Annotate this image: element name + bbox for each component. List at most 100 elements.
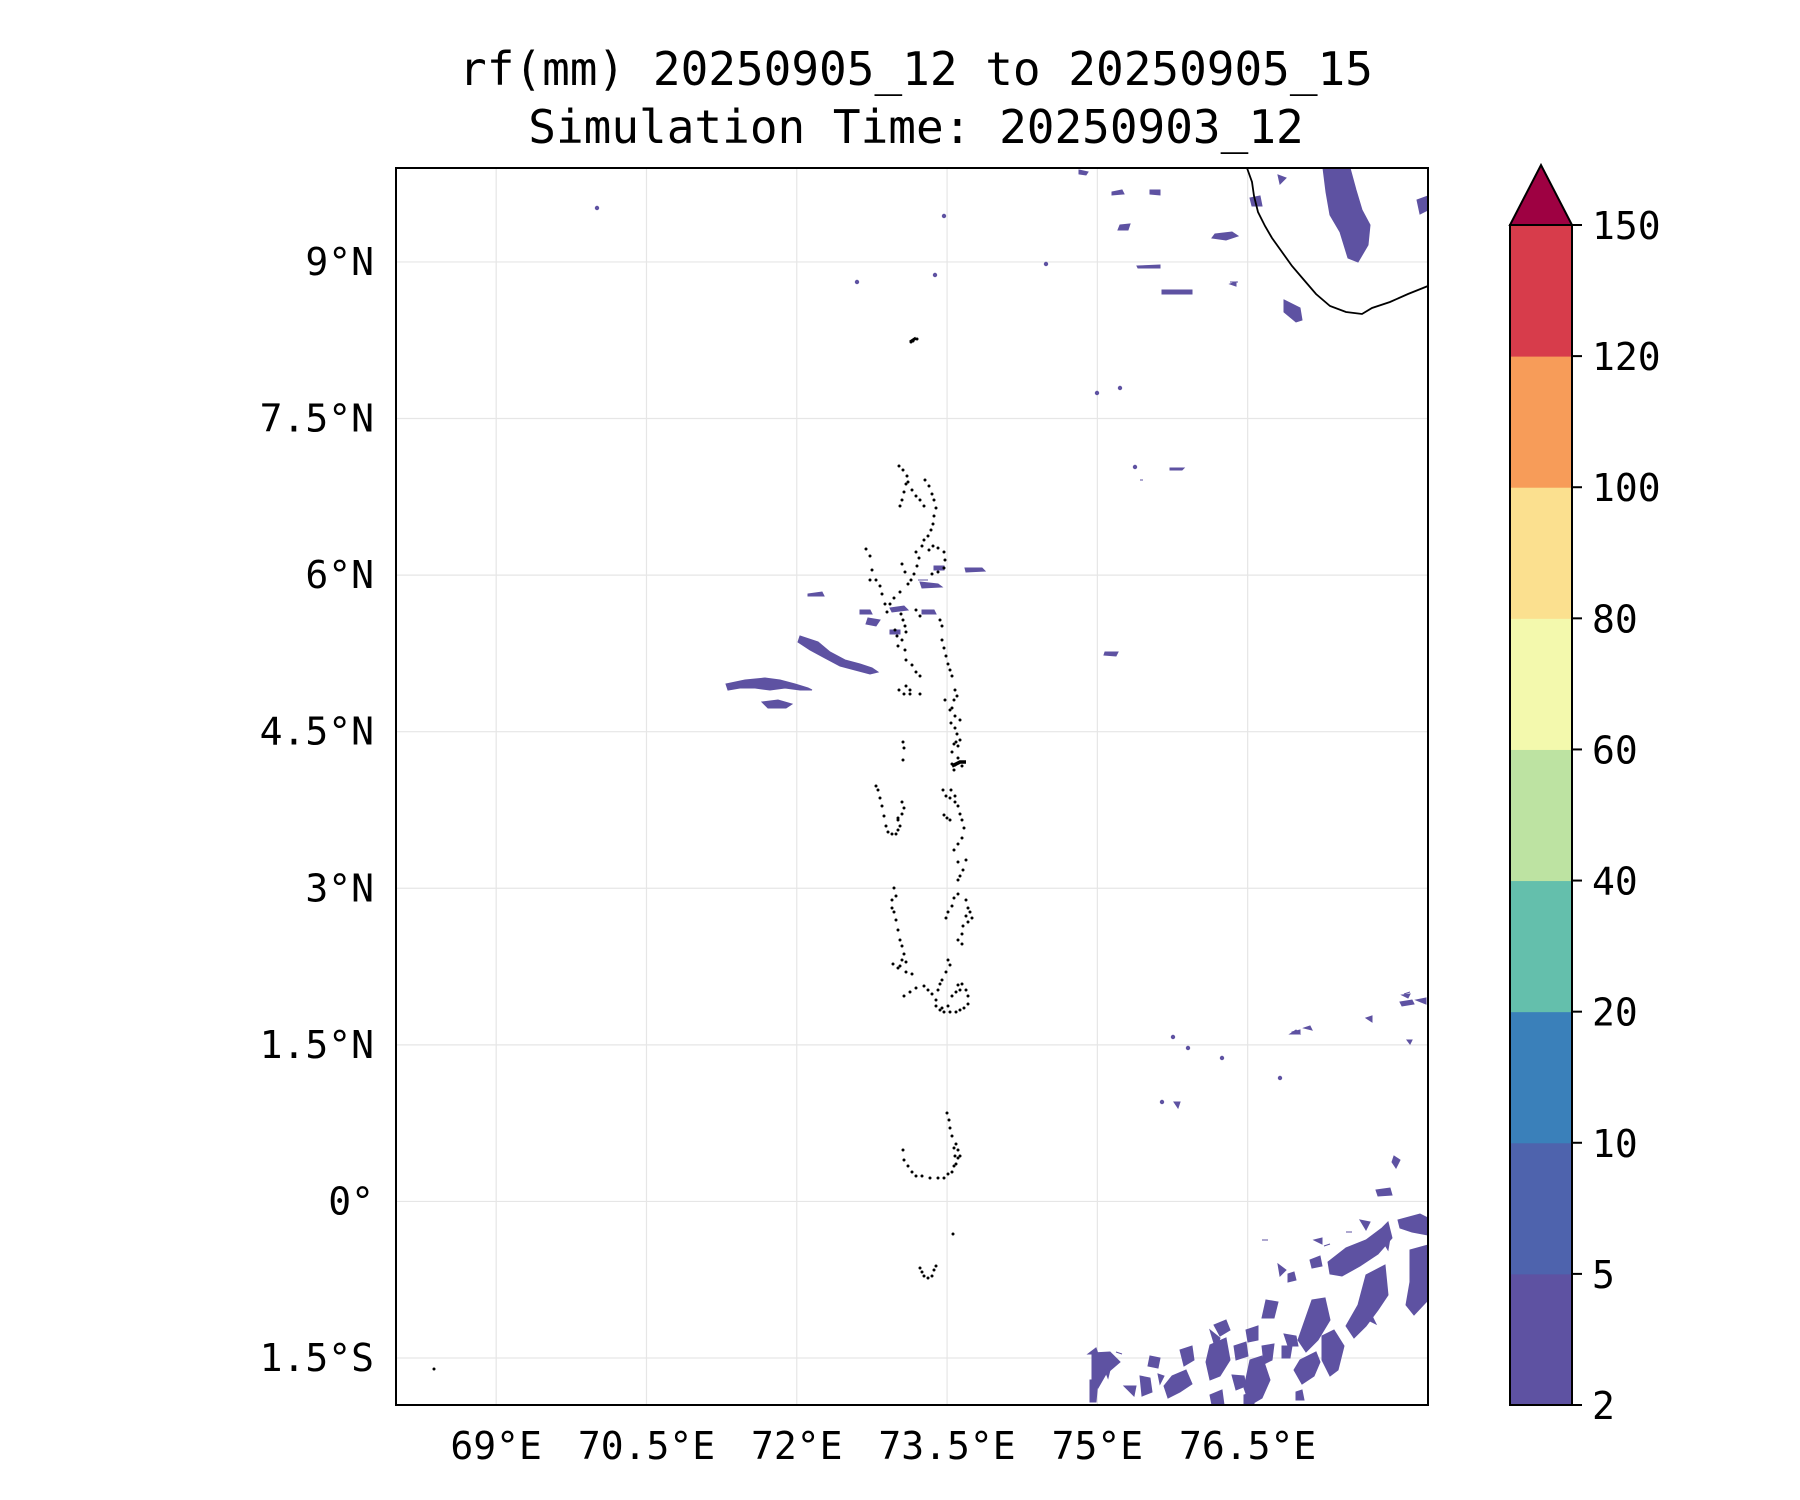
island-dot (922, 1274, 926, 1278)
island-dot (932, 514, 936, 518)
island-dot (895, 634, 899, 638)
rainfall-patch (1161, 289, 1193, 295)
island-dot (964, 898, 968, 902)
rainfall-patch (1321, 1329, 1345, 1377)
island-dot (960, 818, 964, 822)
island-dot (960, 932, 964, 936)
island-dot (902, 806, 906, 810)
island-dot (914, 550, 918, 554)
island-dot (942, 566, 946, 570)
rainfall-patch (1364, 1015, 1373, 1023)
rainfall-patch (1375, 1187, 1393, 1197)
rainfall-patch (1086, 1347, 1099, 1355)
rainfall-patch (933, 565, 945, 571)
island-dot (901, 1148, 905, 1152)
colorbar-label: 150 (1592, 204, 1661, 248)
rainfall-patch (1391, 1155, 1401, 1169)
island-dot (958, 738, 962, 742)
island-dot (960, 836, 964, 840)
island-dot (896, 828, 900, 832)
island-dot (966, 1002, 970, 1006)
island-dot (954, 1142, 958, 1146)
island-dot (970, 916, 974, 920)
island-dot (942, 1176, 946, 1180)
lat-tick-label: 3°N (305, 866, 374, 910)
rainfall-patch (1094, 390, 1100, 396)
colorbar-label: 120 (1592, 335, 1661, 379)
lon-tick-label: 75°E (1052, 1424, 1144, 1468)
island-dot (948, 708, 952, 712)
rainfall-patch (889, 629, 901, 635)
island-dot (902, 692, 906, 696)
rainfall-patch (1295, 1389, 1305, 1401)
rainfall-patch (1163, 1369, 1193, 1399)
island-dot (950, 994, 954, 998)
island-dot (946, 1004, 950, 1008)
island-dot (901, 758, 905, 762)
rainfall-patch (1179, 1345, 1195, 1367)
island-dot (920, 1270, 924, 1274)
island-dot (934, 998, 938, 1002)
rainfall-patch (1170, 1034, 1176, 1040)
island-dot (900, 958, 904, 962)
island-dot (956, 892, 960, 896)
island-dot (864, 547, 868, 551)
island-dot (914, 1174, 918, 1178)
island-dot (943, 558, 947, 562)
island-dot (960, 764, 964, 768)
rainfall-patch (1397, 1213, 1429, 1236)
island-dot (932, 498, 936, 502)
rainfall-patch (1322, 167, 1371, 263)
map-subtitle: Simulation Time: 20250903_12 (528, 100, 1304, 154)
island-dot (902, 1158, 906, 1162)
island-dot (952, 848, 956, 852)
island-dot (909, 336, 917, 344)
island-dot (880, 592, 884, 596)
island-dot (954, 990, 958, 994)
rainfall-patch (1219, 1055, 1225, 1061)
island-dot (947, 1118, 951, 1122)
island-dot (950, 1170, 954, 1174)
island-dot (900, 562, 904, 566)
island-dot (948, 668, 952, 672)
island-dot (930, 992, 934, 996)
island-dot (915, 564, 919, 568)
island-dot (908, 688, 912, 692)
island-dot (896, 644, 900, 648)
island-dot (918, 674, 922, 678)
gridlines (396, 168, 1428, 1405)
rainfall-patch (1157, 1373, 1165, 1386)
island-dot (901, 740, 905, 744)
island-dot (958, 988, 962, 992)
rainfall-patch (865, 617, 881, 627)
island-dot (880, 804, 884, 808)
island-dot (906, 480, 910, 484)
map-title: rf(mm) 20250905_12 to 20250905_15 (459, 42, 1373, 96)
colorbar-label: 20 (1592, 991, 1638, 1035)
island-dot (930, 1274, 934, 1278)
island-dot (956, 842, 960, 846)
rainfall-patch (1159, 1099, 1165, 1105)
island-dot (962, 826, 966, 830)
rainfall-patch (1323, 1243, 1331, 1247)
island-dot (884, 824, 888, 828)
rainfall-patch (797, 635, 880, 675)
island-dot (954, 1162, 958, 1166)
island-dot (874, 784, 878, 788)
island-dot (931, 522, 935, 526)
island-dot (890, 832, 894, 836)
island-dot (942, 646, 946, 650)
island-dot (942, 1010, 946, 1014)
island-dot (964, 914, 968, 918)
lon-tick-label: 73.5°E (878, 1424, 1015, 1468)
colorbar-label: 100 (1592, 466, 1661, 510)
rainfall-patch (1149, 189, 1161, 196)
island-dot (432, 1367, 436, 1371)
island-dot (958, 718, 962, 722)
colorbar-label: 80 (1592, 597, 1638, 641)
island-dot (952, 768, 956, 772)
island-dot (951, 1232, 955, 1236)
island-dot (885, 610, 889, 614)
